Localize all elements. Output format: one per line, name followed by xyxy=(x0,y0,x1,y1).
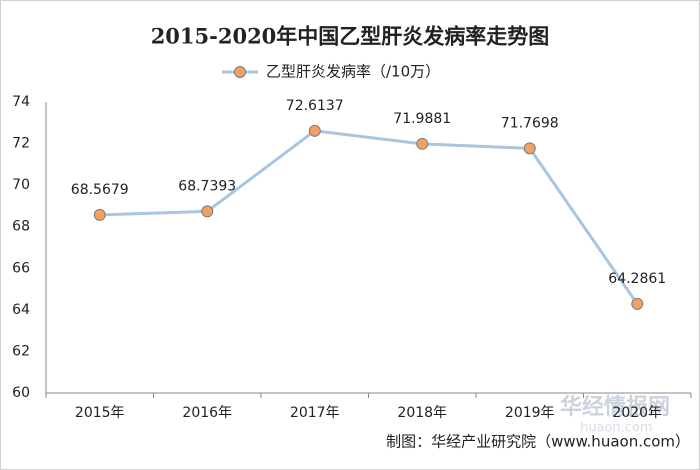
marker xyxy=(416,137,429,150)
marker xyxy=(93,208,106,221)
y-tick-label: 60 xyxy=(12,385,30,401)
data-label: 68.7393 xyxy=(178,178,236,194)
y-tick-label: 68 xyxy=(12,219,30,235)
data-label: 72.6137 xyxy=(286,98,344,114)
marker xyxy=(308,124,321,137)
series-line xyxy=(99,129,639,305)
y-tick-label: 64 xyxy=(12,302,30,318)
marker xyxy=(201,205,214,218)
x-tick-label: 2020年 xyxy=(612,405,662,421)
marker xyxy=(631,297,644,310)
watermark: huaon.com xyxy=(580,421,653,436)
x-tick-label: 2018年 xyxy=(397,405,447,421)
data-label: 71.9881 xyxy=(393,111,451,127)
data-label: 71.7698 xyxy=(501,115,559,131)
y-tick-label: 72 xyxy=(12,136,30,152)
legend-marker xyxy=(234,66,246,78)
y-tick-label: 66 xyxy=(12,260,30,276)
source: 制图：华经产业研究院（www.huaon.com） xyxy=(386,433,690,451)
watermark: 华经情报网 xyxy=(560,394,670,420)
legend-label: 乙型肝炎发病率（/10万） xyxy=(266,63,440,81)
y-tick-label: 74 xyxy=(12,94,30,110)
x-tick-label: 2015年 xyxy=(75,405,125,421)
data-label: 64.2861 xyxy=(608,271,666,287)
marker xyxy=(523,142,536,155)
x-tick-label: 2017年 xyxy=(290,405,340,421)
y-tick-label: 70 xyxy=(12,177,30,193)
chart-title: 2015-2020年中国乙型肝炎发病率走势图 xyxy=(151,24,550,49)
x-tick-label: 2019年 xyxy=(505,405,555,421)
y-tick-label: 62 xyxy=(12,343,30,359)
data-label: 68.5679 xyxy=(71,182,129,198)
x-tick-label: 2016年 xyxy=(182,405,232,421)
